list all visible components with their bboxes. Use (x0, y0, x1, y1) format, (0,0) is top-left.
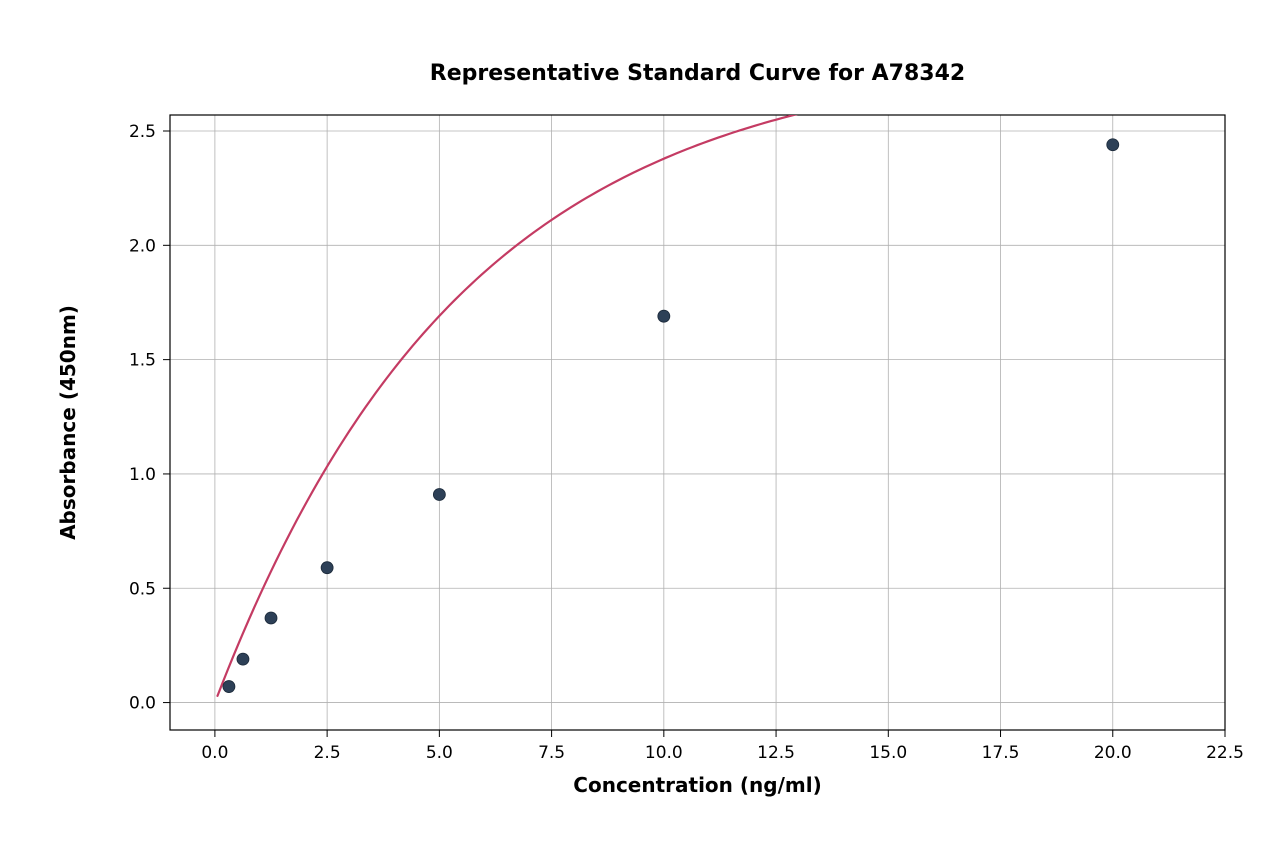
xtick-label: 2.5 (314, 743, 341, 763)
xtick-label: 15.0 (869, 743, 907, 763)
xtick-label: 17.5 (982, 743, 1020, 763)
xtick-label: 20.0 (1094, 743, 1132, 763)
data-point (223, 681, 235, 693)
data-point (658, 310, 670, 322)
xtick-label: 5.0 (426, 743, 453, 763)
data-point (433, 489, 445, 501)
xtick-label: 10.0 (645, 743, 683, 763)
standard-curve-chart: 0.0 2.5 5.0 7.5 10.0 12.5 15.0 17.5 20.0 22.5 0.0 0… (0, 0, 1280, 845)
ytick-label: 1.0 (129, 465, 156, 485)
data-point (321, 562, 333, 574)
ytick-label: 1.5 (129, 351, 156, 371)
ytick-label: 0.5 (129, 579, 156, 599)
ytick-label: 0.0 (129, 694, 156, 714)
y-axis-label: Absorbance (450nm) (56, 305, 80, 540)
xtick-label: 22.5 (1206, 743, 1244, 763)
data-point (1107, 139, 1119, 151)
data-point (237, 653, 249, 665)
xtick-label: 7.5 (538, 743, 565, 763)
data-point (265, 612, 277, 624)
xtick-label: 0.0 (201, 743, 228, 763)
ytick-label: 2.0 (129, 236, 156, 256)
xtick-label: 12.5 (757, 743, 795, 763)
plot-area-bg (170, 115, 1225, 730)
chart-container: 0.0 2.5 5.0 7.5 10.0 12.5 15.0 17.5 20.0 22.5 0.0 0… (0, 0, 1280, 845)
chart-title: Representative Standard Curve for A78342 (430, 61, 965, 86)
ytick-label: 2.5 (129, 122, 156, 142)
x-axis-label: Concentration (ng/ml) (573, 773, 821, 797)
